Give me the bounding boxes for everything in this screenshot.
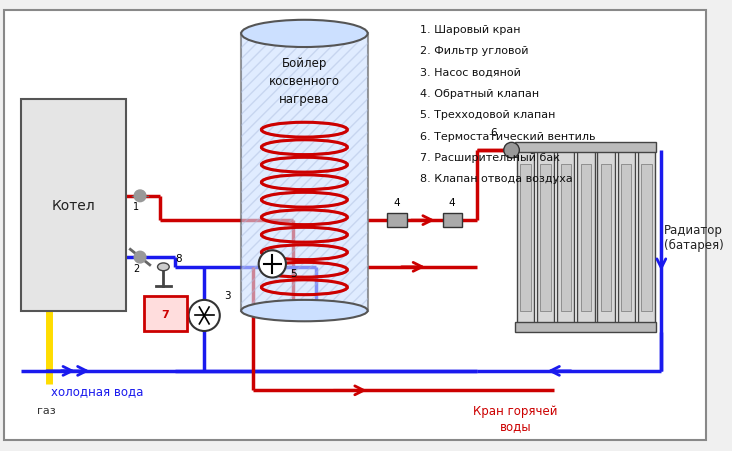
Text: 8. Клапан отвода воздуха: 8. Клапан отвода воздуха <box>420 174 573 184</box>
Text: 5: 5 <box>290 268 296 278</box>
Bar <box>241 34 367 311</box>
Bar <box>21 99 127 311</box>
Bar <box>621 164 632 311</box>
Bar <box>515 322 657 332</box>
Bar <box>561 164 571 311</box>
Bar <box>443 214 462 227</box>
Text: Радиатор
(батарея): Радиатор (батарея) <box>664 224 724 252</box>
Text: 3. Насос водяной: 3. Насос водяной <box>420 67 521 77</box>
Bar <box>515 143 657 153</box>
Bar <box>601 164 611 311</box>
Text: 2. Фильтр угловой: 2. Фильтр угловой <box>420 46 529 56</box>
Text: Котел: Котел <box>52 198 96 212</box>
Text: 1: 1 <box>133 202 139 212</box>
Text: 6. Термостатический вентиль: 6. Термостатический вентиль <box>420 131 596 141</box>
Text: 4: 4 <box>394 197 400 207</box>
Circle shape <box>189 300 220 331</box>
Text: 6: 6 <box>490 127 497 137</box>
Text: 8: 8 <box>175 253 182 263</box>
Ellipse shape <box>241 21 367 48</box>
Bar <box>517 151 534 324</box>
Circle shape <box>504 143 519 159</box>
Bar <box>638 151 655 324</box>
Bar <box>520 164 531 311</box>
Bar <box>540 164 551 311</box>
Text: газ: газ <box>37 405 56 415</box>
Ellipse shape <box>241 300 367 322</box>
Bar <box>578 151 594 324</box>
Bar <box>241 34 367 311</box>
Circle shape <box>134 191 146 202</box>
Text: 2: 2 <box>133 263 139 273</box>
Bar <box>597 151 615 324</box>
Circle shape <box>134 252 146 263</box>
Text: Бойлер
косвенного
нагрева: Бойлер косвенного нагрева <box>269 56 340 106</box>
Text: 4. Обратный клапан: 4. Обратный клапан <box>420 89 539 99</box>
Bar <box>144 296 187 331</box>
Bar <box>641 164 651 311</box>
Text: холодная вода: холодная вода <box>51 385 143 398</box>
Bar <box>580 164 591 311</box>
Text: 3: 3 <box>224 290 231 300</box>
Text: 1. Шаровый кран: 1. Шаровый кран <box>420 25 520 35</box>
Bar <box>557 151 575 324</box>
Ellipse shape <box>157 263 169 271</box>
Bar <box>537 151 554 324</box>
Bar <box>618 151 635 324</box>
Text: Кран горячей
воды: Кран горячей воды <box>473 404 558 432</box>
Text: 4: 4 <box>449 197 455 207</box>
Text: 7: 7 <box>162 309 169 319</box>
Circle shape <box>258 251 286 278</box>
Bar <box>387 214 406 227</box>
Text: 7. Расширительный бак: 7. Расширительный бак <box>420 153 560 163</box>
Text: 5. Трехходовой клапан: 5. Трехходовой клапан <box>420 110 556 120</box>
